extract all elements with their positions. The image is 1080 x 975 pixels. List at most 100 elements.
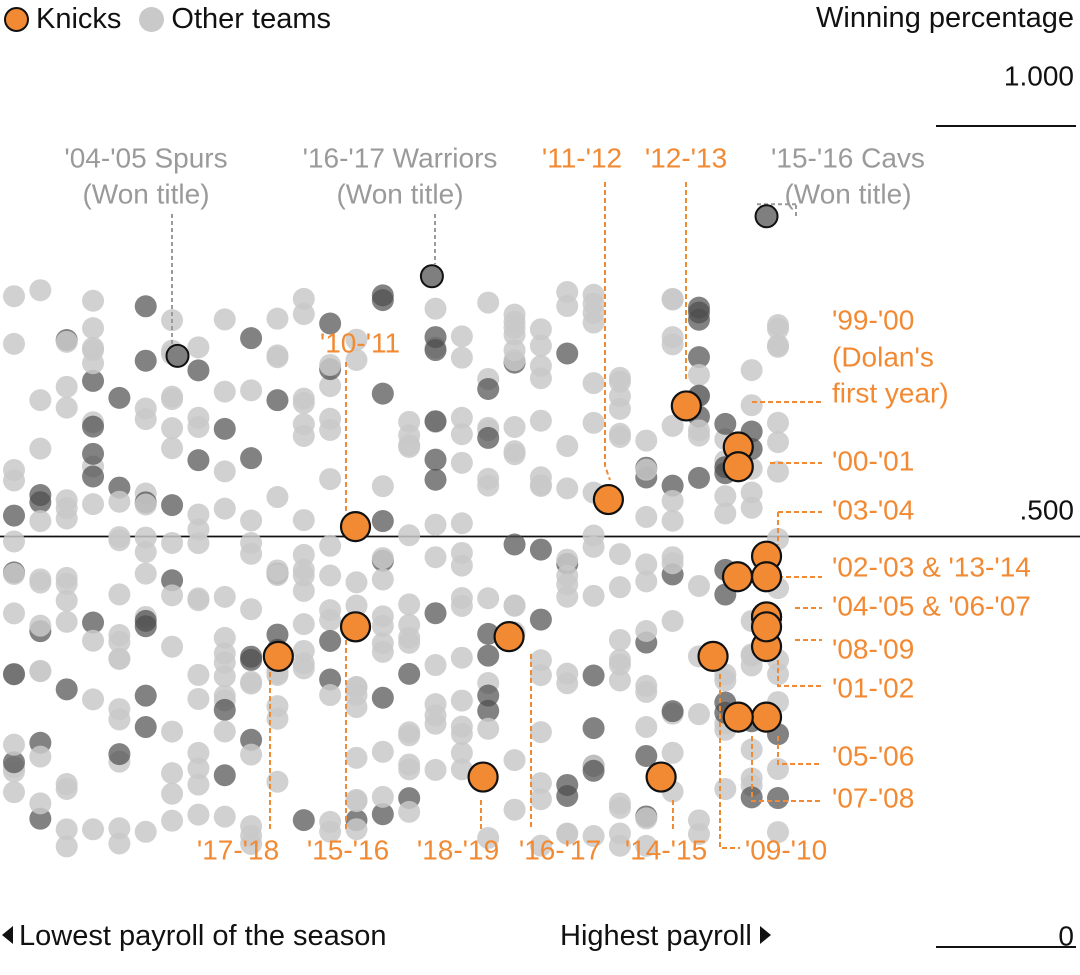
other-team-dot (187, 336, 210, 359)
other-team-dot (213, 698, 236, 721)
other-team-dot (687, 346, 710, 369)
other-team-dot (292, 613, 315, 636)
other-team-dot (55, 375, 78, 398)
other-team-dot (556, 342, 579, 365)
other-team-dot (477, 291, 500, 314)
other-team-dot (240, 743, 263, 766)
others-legend-label: Other teams (171, 2, 331, 35)
other-team-dot (371, 547, 394, 570)
knicks-season-label: '16-'17 (519, 834, 601, 865)
other-team-dot (740, 359, 763, 382)
other-team-dot (319, 468, 342, 491)
other-team-dot (608, 543, 631, 566)
other-team-dot (3, 332, 25, 355)
other-team-dot (687, 574, 710, 597)
other-team-dot (319, 630, 342, 653)
other-team-dot (767, 663, 789, 686)
y-tick-label-0: 0 (1058, 920, 1074, 951)
knicks-dot (592, 483, 624, 516)
title-annotation-line1: '04-'05 Spurs (64, 142, 227, 173)
knicks-leader-line (751, 736, 822, 802)
other-team-dot (345, 818, 368, 841)
other-team-dot (556, 435, 579, 458)
other-team-dot (635, 570, 658, 593)
other-team-dot (292, 579, 315, 602)
other-team-dot (687, 809, 710, 832)
other-team-dot (635, 674, 658, 697)
other-team-dot (450, 758, 473, 781)
other-team-dot (582, 664, 605, 687)
other-team-dot (556, 548, 579, 571)
other-team-dot (608, 834, 631, 857)
other-team-dot (134, 295, 157, 318)
other-team-dot (398, 524, 421, 547)
other-team-dot (82, 465, 105, 488)
other-team-dot (398, 424, 421, 447)
other-team-dot (450, 689, 473, 712)
other-team-dot (134, 541, 157, 564)
other-team-dot (477, 699, 500, 722)
other-team-dot (661, 474, 684, 497)
other-team-dot (29, 510, 52, 533)
other-team-dot (477, 587, 500, 610)
other-team-dot (319, 564, 342, 587)
knicks-season-label: '08-'09 (832, 633, 914, 664)
other-team-dot (529, 318, 552, 341)
other-team-dot (424, 297, 447, 320)
title-winner-dot (419, 264, 444, 289)
other-team-dot (213, 720, 236, 743)
other-team-dot (477, 467, 500, 490)
other-team-dot (55, 610, 78, 633)
other-team-dot (187, 587, 210, 610)
other-team-dot (55, 678, 78, 701)
other-team-dot (714, 502, 737, 525)
other-team-dot (29, 568, 52, 591)
other-team-dot (371, 640, 394, 663)
knicks-legend-swatch (4, 6, 29, 32)
other-team-dot (635, 619, 658, 642)
other-team-dot (240, 824, 263, 847)
knicks-season-label: '99-'00 (832, 304, 914, 335)
other-team-dot (687, 466, 710, 489)
other-team-dot (556, 477, 579, 500)
title-annotation-line2: (Won title) (336, 178, 463, 209)
other-team-dot (55, 572, 78, 595)
other-team-dot (740, 394, 763, 417)
other-team-dot (371, 614, 394, 637)
other-team-dot (503, 749, 526, 772)
other-team-dot (371, 510, 394, 533)
other-team-dot (3, 781, 25, 804)
other-team-dot (292, 413, 315, 436)
other-team-dot (450, 715, 473, 738)
other-team-dot (292, 303, 315, 326)
other-team-dot (266, 307, 289, 330)
title-annotation-line2: (Won title) (82, 178, 209, 209)
other-team-dot (161, 782, 184, 805)
knicks-dot (721, 561, 754, 593)
other-team-dot (529, 608, 552, 631)
other-team-dot (424, 602, 447, 625)
other-team-dot (161, 437, 184, 460)
other-team-dot (292, 809, 315, 832)
other-team-dot (529, 772, 552, 795)
other-team-dot (55, 773, 78, 796)
knicks-dot (339, 511, 372, 543)
other-team-dot (450, 594, 473, 617)
knicks-dot (493, 621, 525, 653)
title-annotation-line1: '16-'17 Warriors (303, 142, 498, 173)
other-team-dot (424, 546, 447, 569)
knicks-season-label: '07-'08 (832, 782, 914, 813)
other-team-dot (319, 810, 342, 833)
y-tick-label-500: .500 (1020, 494, 1075, 525)
other-team-dot (3, 733, 25, 756)
other-team-dot (714, 669, 737, 692)
other-team-dot (108, 526, 131, 549)
other-team-dot (3, 459, 25, 482)
others-legend-swatch (139, 6, 165, 32)
other-team-dot (213, 805, 236, 828)
knicks-dot (467, 761, 499, 793)
other-team-dot (398, 662, 421, 685)
other-team-dot (134, 562, 157, 585)
knicks-dot (722, 701, 754, 733)
right-arrow-icon (759, 926, 771, 944)
